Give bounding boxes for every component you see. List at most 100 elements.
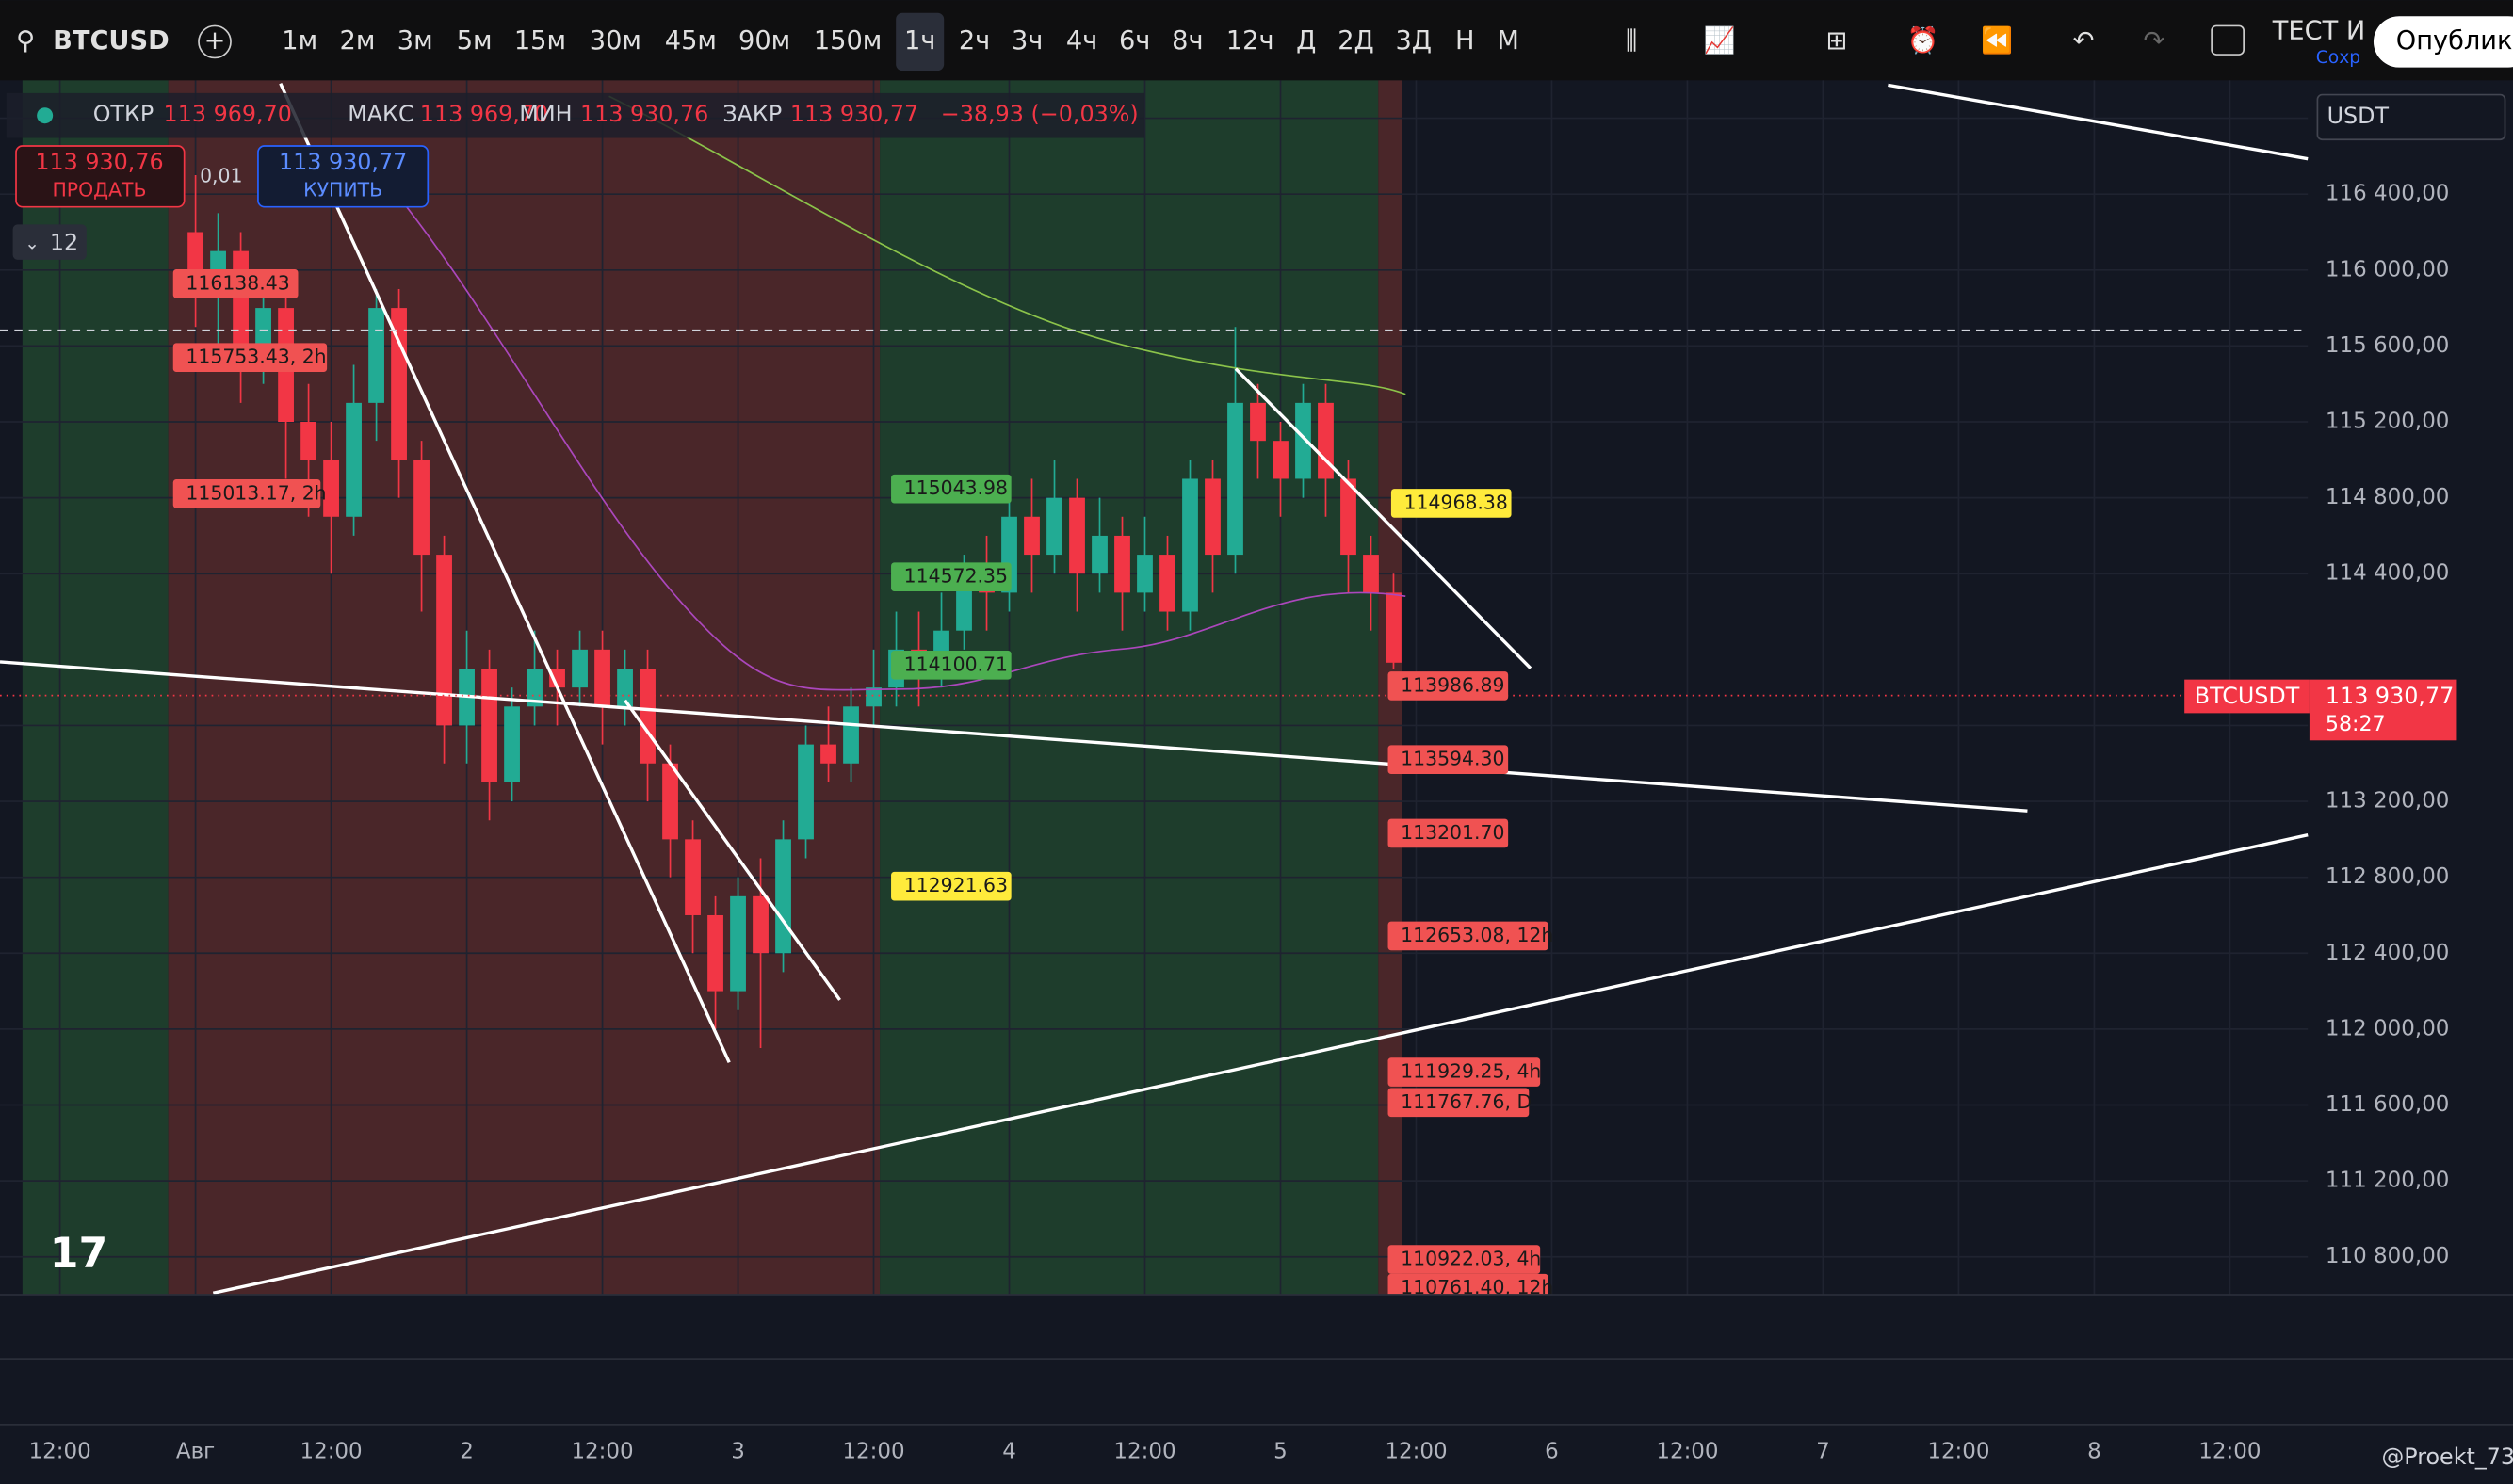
x-tick-label: 4 [1002,1439,1016,1463]
price-label: 113986.89 [1401,673,1504,696]
price-tag [2309,679,2457,741]
interval[interactable]: 3ч [1012,26,1043,56]
price-label-bg [172,343,328,372]
candle-body [1250,402,1266,442]
sell-button[interactable] [15,145,186,208]
interval[interactable]: Н [1455,26,1474,56]
price-label: 110922.03, 4h [1401,1248,1541,1270]
interval[interactable]: 150м [814,26,882,56]
replay[interactable]: ⏪ [1981,25,2013,56]
x-tick-label: 5 [1273,1439,1288,1463]
legend-open: 113 969,70 [164,101,292,127]
interval[interactable]: 3Д [1395,26,1432,56]
candle-body [300,422,316,460]
search-icon[interactable]: ⚲ [16,26,35,56]
y-tick-label: 115 600,00 [2326,333,2450,358]
currency-select[interactable] [2316,93,2506,141]
interval[interactable]: 2ч [959,26,990,56]
candle-body [1318,402,1334,479]
price-label-bg [172,478,321,508]
undo[interactable]: ↶ [2073,26,2095,56]
candle-body [323,460,339,517]
candle-body [1182,478,1198,612]
indicators-toggle[interactable] [12,224,87,260]
fullscreen[interactable] [2211,24,2245,56]
interval[interactable]: Д [1296,26,1316,56]
price-label: 112921.63 [904,874,1008,896]
interval[interactable]: 12ч [1226,26,1274,56]
candle-body [1137,555,1153,593]
legend-close: 113 930,77 [790,101,918,127]
countdown: 58:27 [2326,712,2386,736]
interval[interactable]: 4ч [1066,26,1097,56]
price-label: 111929.25, 4h [1401,1060,1541,1083]
legend-change: −38,93 (−0,03%) [941,101,1139,127]
drawings [0,82,2309,1295]
interval[interactable]: 8ч [1172,26,1203,56]
x-tick-label: 12:00 [1385,1439,1447,1463]
price-label: 112653.08, 12h [1401,924,1553,946]
interval[interactable]: 15м [514,26,566,56]
candle-body [346,402,362,517]
price-label: 115043.98 [904,476,1008,499]
indicators[interactable]: 📈 [1704,25,1736,56]
interval[interactable]: 3м [397,26,433,56]
x-tick-label: 12:00 [1656,1439,1718,1463]
y-tick-label: 113 200,00 [2326,789,2450,814]
price-label: 113201.70 [1401,821,1504,844]
publish-button[interactable] [2373,16,2513,68]
candle-body [798,744,814,840]
interval[interactable]: 2Д [1338,26,1374,56]
legend-low-label: МИН [519,101,572,127]
price-label-bg [1387,1088,1530,1118]
interval[interactable]: 90м [738,26,790,56]
interval[interactable]: 1ч [904,26,935,56]
interval[interactable]: 30м [590,26,641,56]
candle-body [255,308,271,347]
currency: USDT [2327,103,2390,129]
buy-price: 113 930,77 [279,149,407,175]
candle-body [1295,402,1311,479]
candle-body [436,555,452,726]
trend-line [1888,83,2309,161]
price-label: 114968.38 [1404,491,1508,513]
layouts[interactable]: ⊞ [1826,26,1848,56]
toolbar [0,0,2513,81]
legend-close-label: ЗАКР [722,101,782,127]
interval[interactable]: 2м [340,26,376,56]
candle-body [481,668,497,782]
candle-body [413,460,430,556]
price-label-bg [891,871,1012,901]
interval[interactable]: 6ч [1119,26,1150,56]
x-tick-label: 12:00 [571,1439,633,1463]
x-tick-label: 12:00 [2198,1439,2261,1463]
price-label: 116138.43 [186,271,289,294]
save[interactable]: Сохр [2316,48,2360,68]
alert[interactable]: ⏰ [1907,24,1939,56]
status-dot[interactable] [37,107,54,124]
interval[interactable]: 1м [282,26,317,56]
interval[interactable]: 5м [457,26,493,56]
candle-body [775,839,791,954]
y-tick-label: 116 000,00 [2326,257,2450,282]
bottom-pane [0,1295,2513,1484]
symbol[interactable]: BTCUSD [53,26,170,56]
interval[interactable]: М [1497,26,1518,56]
price-label: 115753.43, 2h [186,346,326,368]
buy-button[interactable] [257,145,430,208]
interval[interactable]: 45м [665,26,717,56]
trend-line [1234,367,1532,669]
y-tick-label: 114 400,00 [2326,561,2450,586]
price-label: 114572.35 [904,565,1008,588]
candle-body [1024,516,1040,556]
redo[interactable]: ↷ [2143,26,2164,56]
layout-name[interactable]: ТЕСТ И [2272,17,2365,46]
price-label-bg [1387,921,1548,951]
y-tick-label: 115 200,00 [2326,410,2450,434]
price-label-bg [891,474,1012,504]
candle-body [1386,592,1402,663]
chart-type[interactable]: ⫼ [1626,26,1638,56]
add-symbol[interactable] [198,24,232,59]
candle-body [1159,555,1175,612]
